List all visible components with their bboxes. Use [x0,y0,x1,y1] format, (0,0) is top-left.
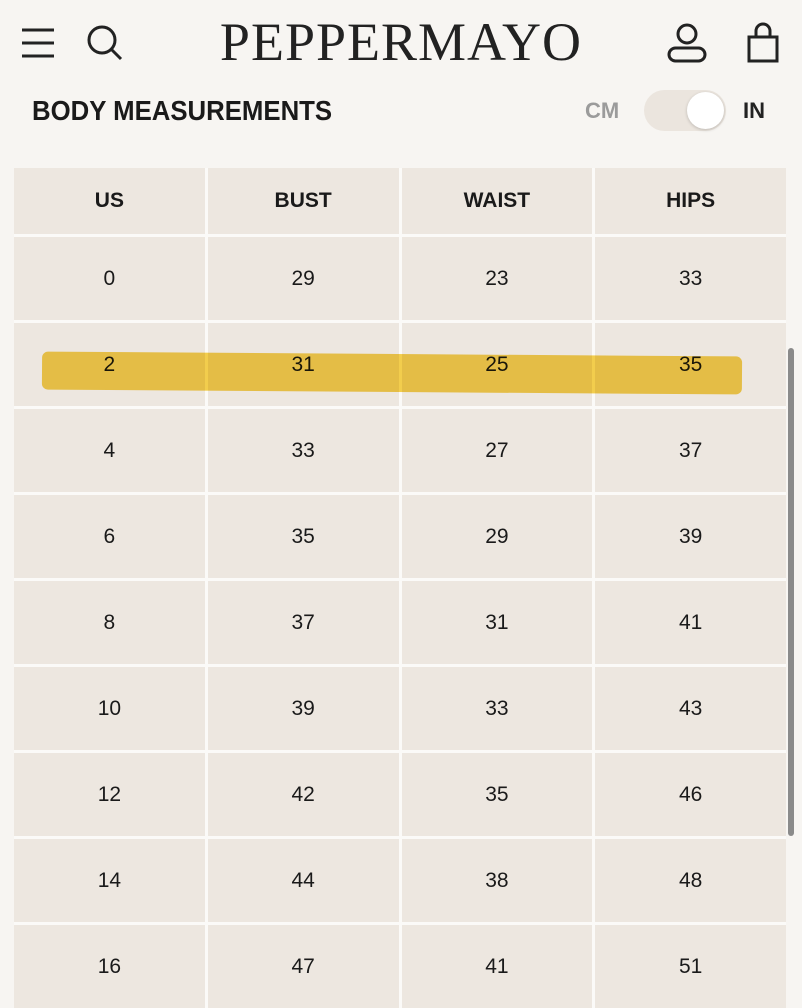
size-table: USBUSTWAISTHIPS0292333231253543327376352… [14,168,786,1008]
table-cell: 33 [401,667,593,750]
table-cell: 35 [207,495,399,578]
table-cell: 29 [401,495,593,578]
table-cell: 41 [401,925,593,1008]
table-cell: 10 [14,667,205,750]
table-cell: 33 [595,237,786,320]
bag-icon[interactable] [746,22,780,64]
column-header: BUST [207,168,399,234]
table-cell: 16 [14,925,205,1008]
unit-label[interactable]: IN [743,98,765,123]
table-cell: 46 [595,753,786,836]
table-cell: 23 [401,237,593,320]
table-cell: 27 [401,409,593,492]
table-cell: 42 [207,753,399,836]
table-cell: 41 [595,581,786,664]
menu-icon[interactable] [20,26,56,60]
table-cell: 44 [207,839,399,922]
table-cell: 37 [207,581,399,664]
column-header: HIPS [595,168,786,234]
table-cell: 38 [401,839,593,922]
search-icon[interactable] [86,24,124,62]
column-header: US [14,168,205,234]
table-cell: 33 [207,409,399,492]
table-cell: 29 [207,237,399,320]
table-cell: 6 [14,495,205,578]
table-cell: 4 [14,409,205,492]
toggle-knob [687,92,724,129]
table-cell: 0 [14,237,205,320]
account-icon[interactable] [666,22,708,64]
table-cell: 39 [595,495,786,578]
table-cell: 31 [401,581,593,664]
column-header: WAIST [401,168,593,234]
table-cell: 48 [595,839,786,922]
unit-label[interactable]: CM [585,98,620,123]
table-cell: 51 [595,925,786,1008]
table-cell: 47 [207,925,399,1008]
table-cell: 8 [14,581,205,664]
table-cell: 43 [595,667,786,750]
table-cell: 14 [14,839,205,922]
brand-logo[interactable]: PEPPERMAYO [219,12,583,72]
scrollbar [788,348,794,836]
table-cell: 37 [595,409,786,492]
section-title: BODY MEASUREMENTS [32,95,333,126]
table-cell: 35 [401,753,593,836]
table-cell: 39 [207,667,399,750]
highlight [41,351,743,395]
table-cell: 12 [14,753,205,836]
